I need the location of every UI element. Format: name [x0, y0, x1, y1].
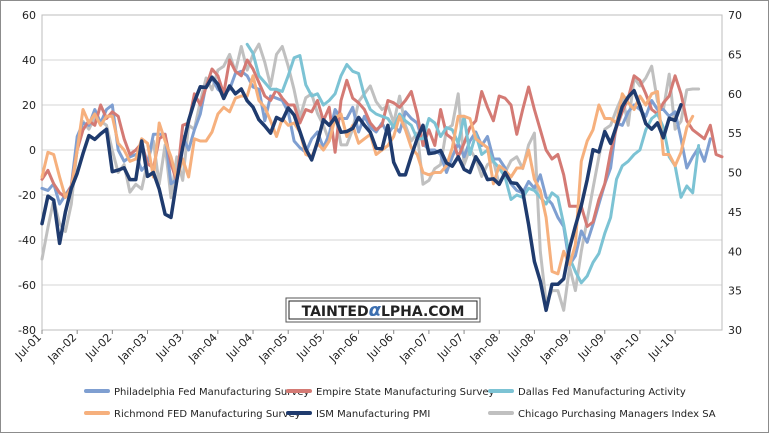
legend: Philadelphia Fed Manufacturing Survey Emp… — [84, 387, 716, 420]
x-tick-label: Jan-04 — [185, 331, 220, 366]
x-tick-label: Jul-04 — [223, 331, 255, 363]
right-tick-label: 30 — [728, 324, 742, 337]
right-tick-label: 35 — [728, 285, 742, 298]
x-tick-label: Jul-08 — [505, 331, 537, 363]
legend-label: ISM Manufacturing PMI — [316, 409, 430, 420]
x-tick-label: Jul-02 — [82, 331, 114, 363]
right-tick-label: 65 — [728, 48, 742, 61]
right-tick-label: 55 — [728, 127, 742, 140]
watermark-text: TAINTEDαLPHA.COM — [302, 300, 465, 321]
x-tick-label: Jan-07 — [396, 331, 431, 366]
x-tick-label: Jan-05 — [256, 331, 291, 366]
x-tick-label: Jan-03 — [115, 331, 150, 366]
right-tick-label: 50 — [728, 167, 742, 180]
series-line-dallas-fed-manufacturing-activity — [245, 42, 701, 285]
x-tick-label: Jul-05 — [294, 331, 326, 363]
legend-label: Chicago Purchasing Managers Index SA — [518, 409, 716, 420]
x-tick-label: Jan-08 — [467, 331, 502, 366]
legend-label: Philadelphia Fed Manufacturing Survey — [114, 387, 309, 398]
left-axis: 60 40 20 0 -20 -40 -60 -80 — [18, 9, 36, 337]
left-tick-label: -60 — [18, 279, 36, 292]
left-tick-label: -80 — [18, 324, 36, 337]
right-tick-label: 60 — [728, 88, 742, 101]
x-axis: Jul-01 Jan-02 Jul-02 Jan-03 Jul-03 Jan-04 Jul-… — [12, 330, 677, 366]
x-tick-label: Jul-10 — [645, 331, 677, 363]
legend-label: Empire State Manufacturing Survey — [316, 387, 495, 398]
x-tick-label: Jan-06 — [326, 331, 361, 366]
left-tick-label: 40 — [22, 54, 36, 67]
x-tick-label: Jul-07 — [434, 331, 466, 363]
left-tick-label: 20 — [22, 99, 36, 112]
series-line-chicago-purchasing-managers-index-sa — [40, 42, 701, 312]
legend-label: Richmond FED Manufacturing Survey — [114, 409, 301, 420]
right-tick-label: 45 — [728, 206, 742, 219]
left-tick-label: 0 — [29, 144, 36, 157]
x-tick-label: Jan-02 — [45, 331, 80, 366]
right-axis: 70 65 60 55 50 45 40 35 30 — [728, 9, 742, 337]
x-tick-label: Jul-03 — [153, 331, 185, 363]
series-line-richmond-fed-manufacturing-survey — [40, 74, 695, 276]
right-tick-label: 70 — [728, 9, 742, 22]
series-layer — [40, 42, 724, 313]
left-tick-label: -20 — [18, 189, 36, 202]
x-tick-label: Jul-09 — [575, 331, 607, 363]
legend-label: Dallas Fed Manufacturing Activity — [518, 387, 686, 398]
x-tick-label: Jan-09 — [537, 331, 572, 366]
watermark-box: TAINTEDαLPHA.COM — [285, 297, 481, 323]
x-tick-label: Jul-06 — [364, 331, 396, 363]
x-tick-label: Jan-10 — [607, 331, 642, 366]
right-tick-label: 40 — [728, 245, 742, 258]
left-tick-label: -40 — [18, 234, 36, 247]
series-line-ism-manufacturing-pmi — [40, 75, 683, 313]
left-tick-label: 60 — [22, 9, 36, 22]
